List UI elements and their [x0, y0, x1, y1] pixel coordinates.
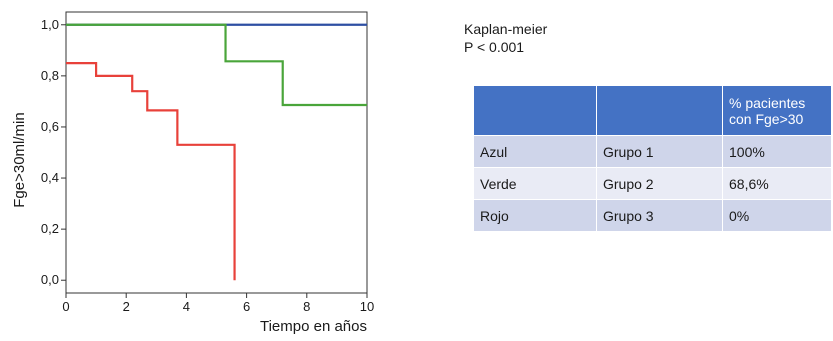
- y-tick-label: 0,6: [41, 119, 59, 134]
- table-cell: Grupo 2: [596, 167, 723, 200]
- series-green-line: [66, 23, 367, 107]
- plot-border: [65, 11, 368, 294]
- table-cell: Azul: [474, 135, 597, 168]
- x-tick-label: 8: [303, 299, 310, 314]
- table-cell: Grupo 3: [596, 199, 723, 232]
- x-axis-title: Tiempo en años: [260, 318, 367, 335]
- y-tick-label: 0,0: [41, 272, 59, 287]
- table-header-cell: % pacientes con Fge>30: [722, 86, 832, 136]
- y-tick-label: 0,4: [41, 170, 59, 185]
- groups-table: % pacientes con Fge>30 Azul Grupo 1 100%…: [474, 86, 832, 232]
- y-tick-label: 0,8: [41, 68, 59, 83]
- x-tick-label: 0: [62, 299, 69, 314]
- table-header-cell: [596, 86, 723, 136]
- table-cell: Grupo 1: [596, 135, 723, 168]
- table-cell: 68,6%: [722, 167, 832, 200]
- table-row: Azul Grupo 1 100%: [474, 135, 832, 168]
- y-axis-title: Fge>30ml/min: [11, 112, 28, 207]
- x-tick-label: 10: [360, 299, 374, 314]
- series-layer: [66, 23, 367, 281]
- table-header-row: % pacientes con Fge>30: [474, 86, 832, 136]
- table-row: Verde Grupo 2 68,6%: [474, 167, 832, 200]
- p-value: P < 0.001: [464, 39, 525, 55]
- table-cell: Rojo: [474, 199, 597, 232]
- x-tick-label: 2: [123, 299, 130, 314]
- y-tick-label: 0,2: [41, 221, 59, 236]
- y-tick-label: 1,0: [41, 17, 59, 32]
- series-red-line: [66, 61, 236, 281]
- statistics-notes: Kaplan-meier P < 0.001: [464, 20, 547, 56]
- table-cell: 100%: [722, 135, 832, 168]
- x-tick-label: 6: [243, 299, 250, 314]
- table-header-cell: [474, 86, 597, 136]
- table-cell: Verde: [474, 167, 597, 200]
- ticks-layer: 0,0 0,2 0,4 0,6 0,8 1,0 0 2 4 6 8 10: [41, 17, 374, 314]
- test-name: Kaplan-meier: [464, 21, 548, 37]
- plot-frame: [65, 11, 368, 294]
- kaplan-meier-chart: 0,0 0,2 0,4 0,6 0,8 1,0 0 2 4 6 8 10 Fge>30ml/min T…: [11, 11, 374, 335]
- table-row: Rojo Grupo 3 0%: [474, 199, 832, 232]
- x-tick-label: 4: [183, 299, 190, 314]
- table-cell: 0%: [722, 199, 832, 232]
